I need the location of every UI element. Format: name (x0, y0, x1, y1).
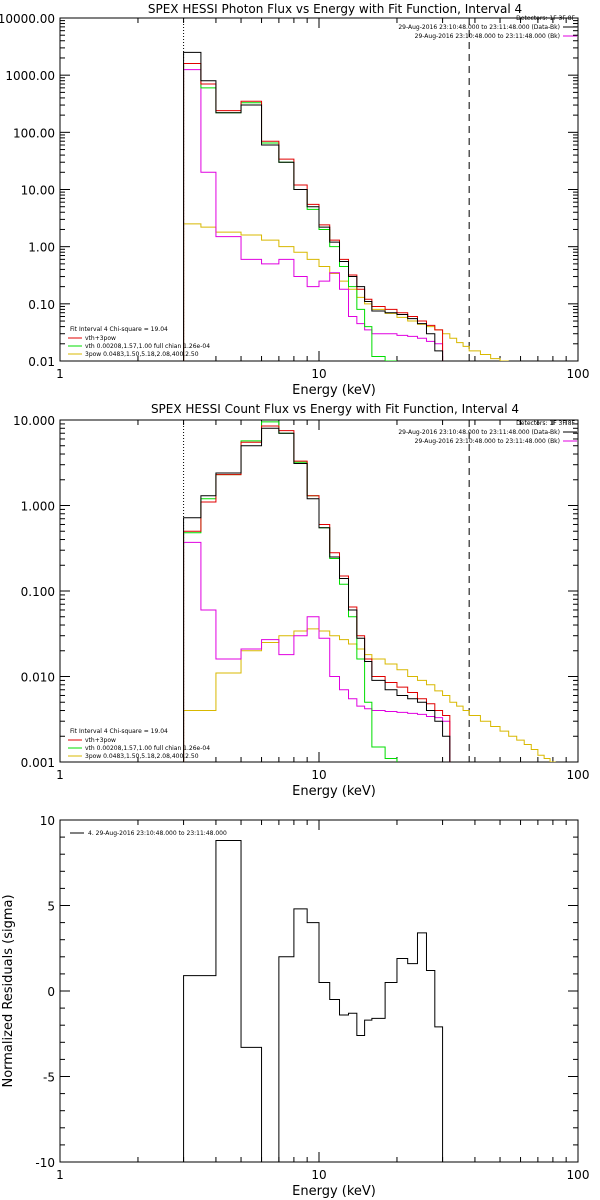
legend-entry-vth-3pow: vth+3pow (85, 335, 116, 342)
y-tick-label: 10.000 (13, 414, 55, 428)
y-tick-label: 1000.00 (5, 69, 55, 83)
residuals-chart: 4. 29-Aug-2016 23:10:48.000 to 23:11:48.… (1, 814, 589, 1199)
y-axis: 0.01 0.10 1.00 10.00 100.00 1000.00 10000.00 (0, 12, 578, 369)
series-bk (183, 69, 444, 361)
y-tick-label: 5 (47, 900, 55, 914)
x-axis-label: Energy (keV) (292, 784, 376, 799)
legend-entry-bk: 29-Aug-2016 23:10:48.000 to 23:11:48.000… (415, 33, 560, 40)
y-tick-label: 1.00 (28, 241, 55, 255)
y-tick-label: -10 (35, 1156, 55, 1170)
series-group (183, 51, 509, 361)
legend-entry-3pow: 3pow 0.0483,1.50,5.18,2.08,400,2.50 (85, 753, 199, 760)
legend-entry-vth: vth 0.00208,1.57,1.00 full chian 1.26e-0… (85, 343, 210, 350)
legend-entry-bk: 29-Aug-2016 23:10:48.000 to 23:11:48.000… (415, 438, 560, 445)
y-tick-label: 0.100 (21, 585, 55, 599)
series-data-bk (183, 427, 451, 762)
x-tick-label: 10 (311, 768, 326, 782)
series-4-29-aug-2016-23-10-48-000-to-23-11-48-000 (183, 840, 444, 1162)
y-tick-label: 1.000 (21, 500, 55, 514)
y-axis-label: Normalized Residuals (sigma) (1, 894, 16, 1087)
legend-top-left: 4. 29-Aug-2016 23:10:48.000 to 23:11:48.… (70, 830, 227, 837)
legend-entry-vth: vth 0.00208,1.57,1.00 full chian 1.26e-0… (85, 745, 210, 752)
count-flux-chart: SPEX HESSI Count Flux vs Energy with Fit… (13, 402, 589, 799)
legend-entry-vth-3pow: vth+3pow (85, 737, 116, 744)
y-tick-label: 10000.00 (0, 12, 55, 26)
x-axis: 1 10 100 Energy (keV) (56, 420, 589, 799)
x-tick-label: 100 (567, 1168, 590, 1182)
fit-header: Fit Interval 4 Chi-square = 19.04 (70, 326, 168, 333)
y-tick-label: 0.001 (21, 756, 55, 770)
y-tick-label: 0.010 (21, 671, 55, 685)
y-tick-label: -5 (43, 1071, 55, 1085)
photon-flux-chart: SPEX HESSI Photon Flux vs Energy with Fi… (0, 2, 589, 398)
x-axis-label: Energy (keV) (292, 1184, 376, 1199)
series-data-bk (183, 51, 444, 361)
series-vth-3pow (183, 62, 444, 361)
x-tick-label: 1 (56, 367, 64, 381)
legend-entry-3pow: 3pow 0.0483,1.50,5.18,2.08,400,2.50 (85, 351, 199, 358)
x-tick-label: 100 (567, 367, 590, 381)
y-tick-label: 10 (40, 814, 55, 828)
legend-bottom-left: Fit Interval 4 Chi-square = 19.04 vth+3p… (68, 326, 210, 358)
y-tick-label: 100.00 (13, 126, 55, 140)
legend-entry-data-bk: 29-Aug-2016 23:10:48.000 to 23:11:48.000… (398, 429, 560, 436)
fit-header: Fit Interval 4 Chi-square = 19.04 (70, 728, 168, 735)
legend-top-right: Detectors: 1F 3F 8F 29-Aug-2016 23:10:48… (398, 420, 577, 445)
series-3pow (183, 628, 556, 762)
series-bk (183, 541, 451, 762)
y-tick-label: 0 (47, 985, 55, 999)
chart-title: SPEX HESSI Photon Flux vs Energy with Fi… (148, 2, 522, 16)
y-tick-label: 0.10 (28, 298, 55, 312)
legend-entry-data-bk: 29-Aug-2016 23:10:48.000 to 23:11:48.000… (398, 24, 560, 31)
chart-title: SPEX HESSI Count Flux vs Energy with Fit… (151, 402, 519, 416)
x-tick-label: 10 (311, 367, 326, 381)
series-group (183, 421, 556, 762)
x-axis: 1 10 100 Energy (keV) (56, 18, 589, 398)
legend-bottom-left: Fit Interval 4 Chi-square = 19.04 vth+3p… (68, 728, 210, 760)
x-tick-label: 100 (567, 768, 590, 782)
legend-entry-interval: 4. 29-Aug-2016 23:10:48.000 to 23:11:48.… (88, 830, 227, 837)
y-tick-label: 10.00 (21, 184, 55, 198)
x-tick-label: 1 (56, 768, 64, 782)
x-tick-label: 1 (56, 1168, 64, 1182)
y-axis: -10 -5 0 5 10 Normalized Residuals (sigma) (1, 814, 578, 1170)
x-axis: 1 10 100 Energy (keV) (56, 820, 589, 1199)
series-group (183, 840, 444, 1162)
y-axis: 0.001 0.010 0.100 1.000 10.000 (13, 414, 578, 770)
legend-header: Detectors: 1F 3F 8F (516, 420, 575, 427)
x-tick-label: 10 (311, 1168, 326, 1182)
y-tick-label: 0.01 (28, 355, 55, 369)
x-axis-label: Energy (keV) (292, 383, 376, 398)
